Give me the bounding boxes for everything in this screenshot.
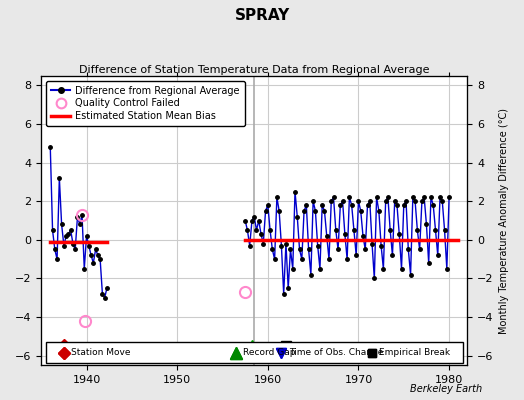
Legend: Difference from Regional Average, Quality Control Failed, Estimated Station Mean: Difference from Regional Average, Qualit… <box>46 81 245 126</box>
Text: Record Gap: Record Gap <box>243 348 296 357</box>
Bar <box>46 342 463 363</box>
Text: Record Gap: Record Gap <box>243 348 296 357</box>
Text: Empirical Break: Empirical Break <box>379 348 451 357</box>
Text: SPRAY: SPRAY <box>234 8 290 23</box>
Text: Berkeley Earth: Berkeley Earth <box>410 384 482 394</box>
Y-axis label: Monthly Temperature Anomaly Difference (°C): Monthly Temperature Anomaly Difference (… <box>499 108 509 334</box>
Text: Time of Obs. Change: Time of Obs. Change <box>289 348 383 357</box>
Text: Station Move: Station Move <box>71 348 130 357</box>
Text: Station Move: Station Move <box>71 348 130 357</box>
Title: Difference of Station Temperature Data from Regional Average: Difference of Station Temperature Data f… <box>79 65 430 75</box>
Text: Time of Obs. Change: Time of Obs. Change <box>289 348 383 357</box>
Text: Empirical Break: Empirical Break <box>379 348 451 357</box>
